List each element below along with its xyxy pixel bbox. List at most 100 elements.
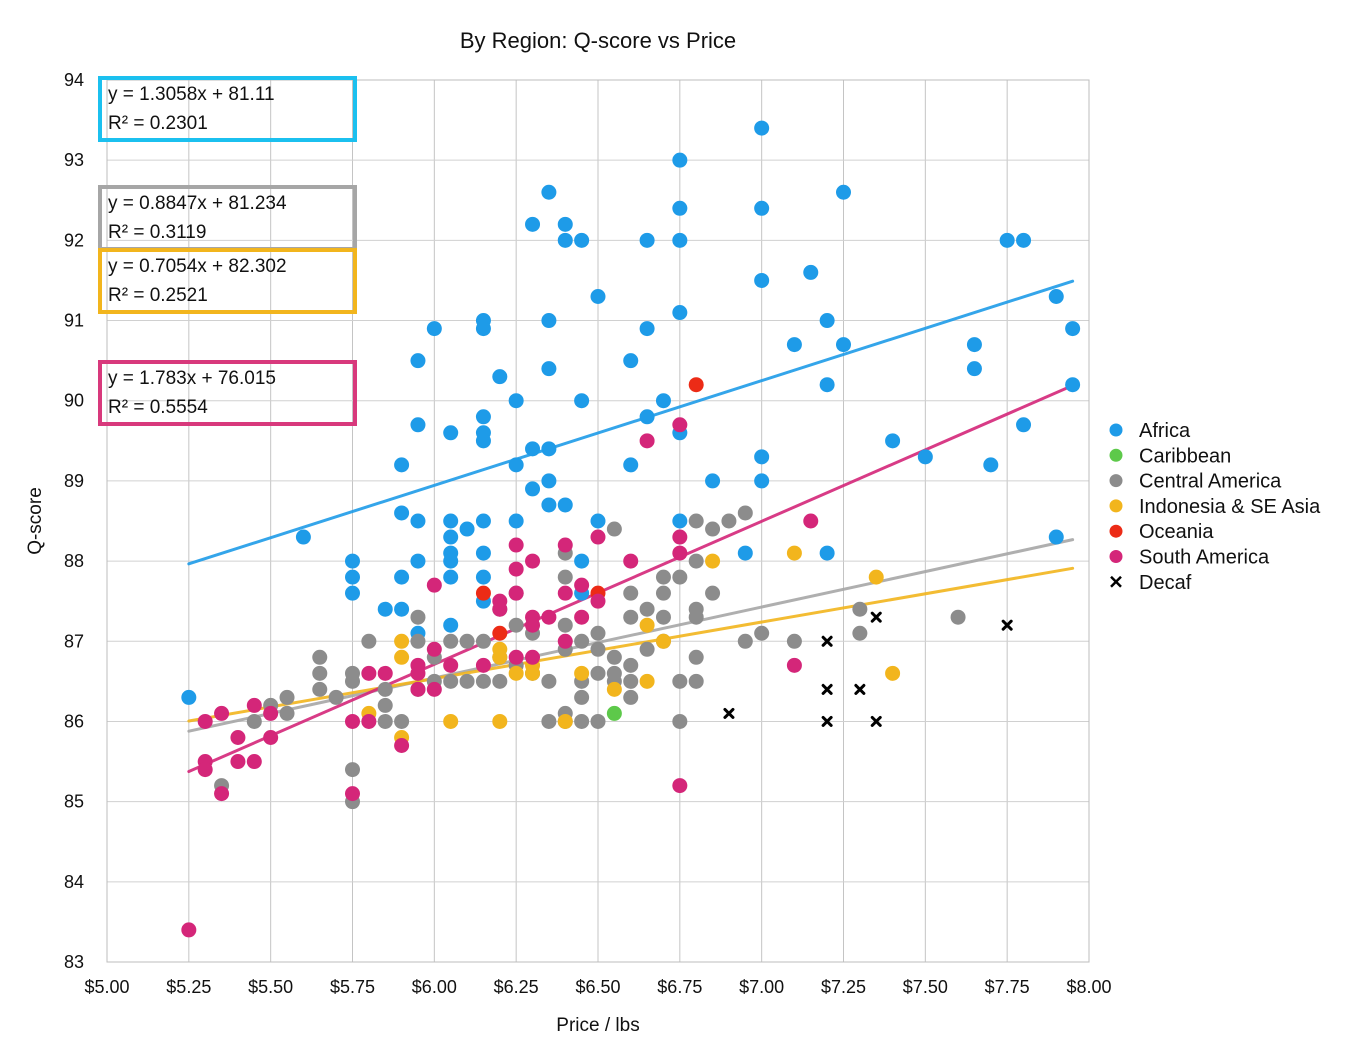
- legend-label-central-america: Central America: [1139, 471, 1282, 493]
- point-africa: [410, 553, 426, 569]
- point-caribbean: [606, 705, 622, 721]
- point-indonesia-se-asia: [525, 665, 541, 681]
- point-indonesia-se-asia: [606, 681, 622, 697]
- x-tick-label: $7.25: [821, 977, 866, 997]
- point-africa: [394, 457, 410, 473]
- point-south-america: [197, 713, 213, 729]
- point-africa: [1016, 417, 1032, 433]
- point-africa: [394, 601, 410, 617]
- point-south-america: [672, 778, 688, 794]
- point-central-america: [574, 633, 590, 649]
- point-central-america: [655, 609, 671, 625]
- point-central-america: [606, 521, 622, 537]
- gridlines: [106, 79, 1090, 963]
- legend-label-indonesia-se-asia: Indonesia & SE Asia: [1139, 496, 1321, 518]
- x-tick-label: $6.00: [412, 977, 457, 997]
- point-indonesia-se-asia: [492, 713, 508, 729]
- x-tick-label: $5.25: [166, 977, 211, 997]
- point-decaf: [821, 683, 833, 695]
- point-indonesia-se-asia: [705, 553, 721, 569]
- point-africa: [803, 264, 819, 280]
- point-south-america: [345, 713, 360, 729]
- point-africa: [786, 337, 802, 353]
- point-africa: [836, 337, 851, 353]
- point-africa: [754, 120, 770, 136]
- point-africa: [885, 433, 901, 449]
- point-south-america: [508, 537, 524, 553]
- point-decaf: [870, 611, 882, 623]
- point-oceania: [688, 377, 704, 393]
- point-africa: [1048, 288, 1064, 304]
- point-central-america: [312, 665, 328, 681]
- y-tick-label: 89: [64, 471, 84, 491]
- point-central-america: [377, 681, 393, 697]
- point-central-america: [443, 673, 459, 689]
- point-africa: [737, 545, 753, 561]
- legend-marker-oceania: [1109, 524, 1123, 538]
- x-tick-label: $7.50: [903, 977, 948, 997]
- point-central-america: [606, 649, 622, 665]
- point-indonesia-se-asia: [885, 665, 901, 681]
- point-central-america: [574, 689, 590, 705]
- point-africa: [754, 449, 770, 465]
- point-africa: [345, 569, 360, 585]
- point-africa: [966, 361, 982, 377]
- point-africa: [410, 353, 426, 369]
- point-central-america: [754, 625, 770, 641]
- point-south-america: [574, 609, 590, 625]
- point-africa: [443, 529, 459, 545]
- point-africa: [443, 553, 459, 569]
- point-africa: [557, 216, 573, 232]
- point-south-america: [525, 649, 541, 665]
- point-decaf: [821, 635, 833, 647]
- point-africa: [443, 617, 459, 633]
- point-south-america: [443, 657, 459, 673]
- point-africa: [966, 337, 982, 353]
- point-africa: [623, 457, 639, 473]
- point-africa: [475, 321, 491, 337]
- point-africa: [754, 473, 770, 489]
- point-central-america: [705, 521, 721, 537]
- point-central-america: [590, 665, 606, 681]
- point-africa: [754, 200, 770, 216]
- x-axis-ticks: $5.00 $5.25 $5.50 $5.75 $6.00 $6.25 $6.50 $6.75…: [84, 977, 1111, 997]
- trendline-equation: y = 0.7054x + 82.302: [108, 256, 287, 277]
- point-africa: [983, 457, 999, 473]
- point-central-america: [590, 641, 606, 657]
- y-tick-label: 85: [64, 792, 84, 812]
- point-africa: [541, 497, 557, 513]
- point-south-america: [214, 786, 230, 802]
- point-indonesia-se-asia: [574, 665, 590, 681]
- point-south-america: [557, 633, 573, 649]
- point-south-america: [246, 697, 262, 713]
- point-central-america: [574, 713, 590, 729]
- legend: Africa Caribbean Central America Indonesia …: [1109, 420, 1321, 594]
- point-africa: [377, 601, 393, 617]
- point-central-america: [688, 513, 704, 529]
- point-south-america: [230, 729, 246, 745]
- equation-box-africa: [98, 76, 357, 142]
- legend-label-caribbean: Caribbean: [1139, 445, 1231, 467]
- point-africa: [754, 272, 770, 288]
- point-africa: [410, 417, 426, 433]
- point-africa: [410, 513, 426, 529]
- point-central-america: [639, 601, 655, 617]
- point-africa: [1016, 232, 1032, 248]
- point-africa: [672, 513, 688, 529]
- point-africa: [475, 545, 491, 561]
- point-central-america: [328, 689, 344, 705]
- point-africa: [590, 288, 606, 304]
- trendline-equation: y = 1.783x + 76.015: [108, 368, 276, 389]
- legend-marker-indonesia-se-asia: [1109, 499, 1123, 513]
- point-africa: [672, 305, 688, 321]
- point-africa: [508, 513, 524, 529]
- equation-box-indonesia-se-asia: [98, 248, 357, 314]
- point-africa: [394, 569, 410, 585]
- trendline-r-squared: R² = 0.3119: [108, 222, 206, 243]
- point-africa: [574, 232, 590, 248]
- x-tick-label: $5.00: [84, 977, 129, 997]
- point-central-america: [672, 673, 688, 689]
- point-africa: [639, 409, 655, 425]
- point-central-america: [345, 673, 360, 689]
